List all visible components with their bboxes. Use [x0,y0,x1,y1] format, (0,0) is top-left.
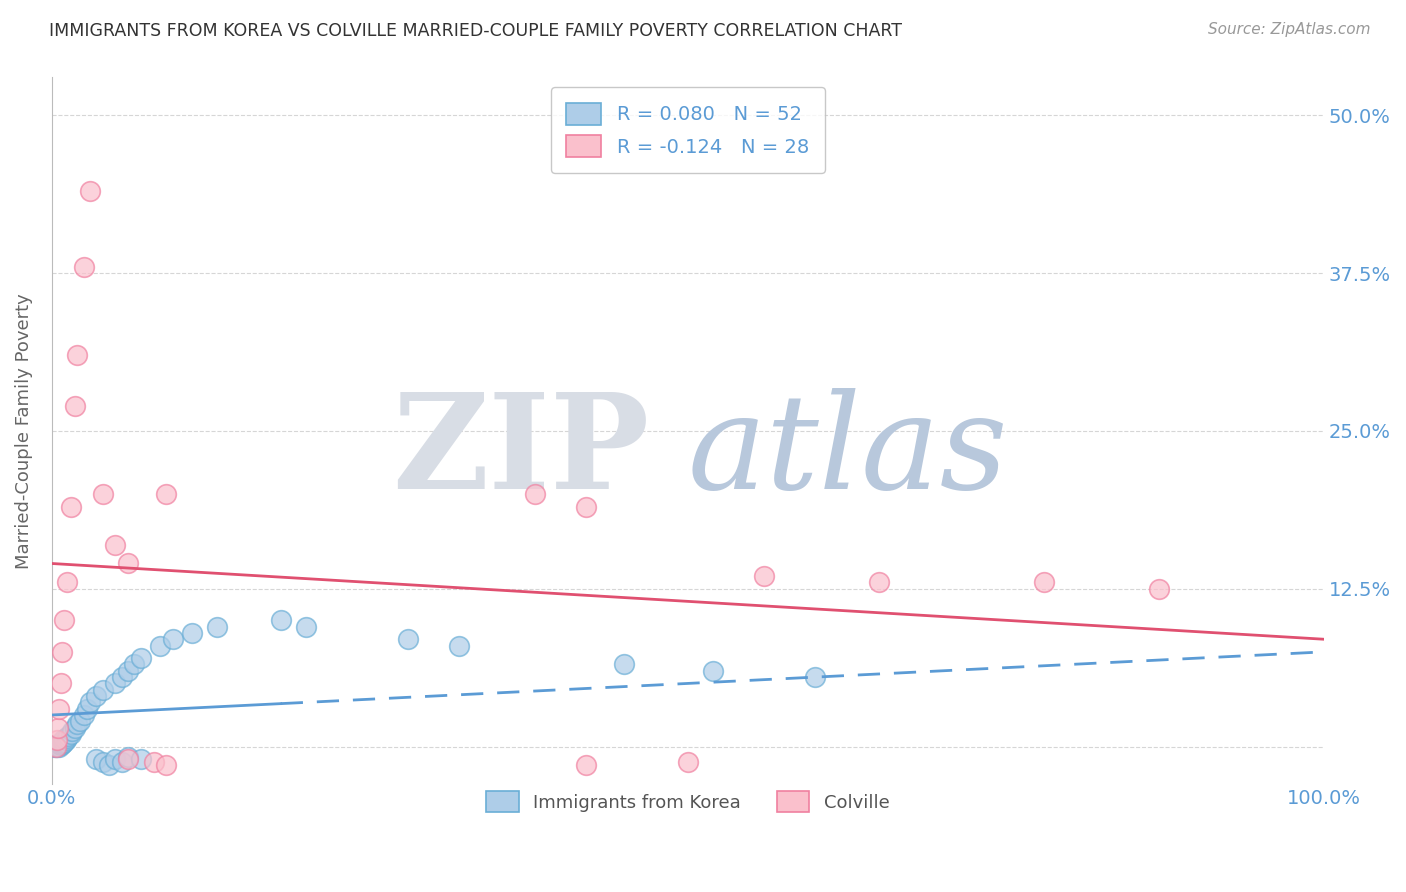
Point [124,657,146,672]
Point [56,575,79,590]
Point [63,399,86,413]
Point [44,739,66,754]
Point [45,739,67,753]
Point [676,755,699,769]
Point [117,749,139,764]
Point [46,739,69,753]
Point [49,676,72,690]
Point [48,739,70,754]
Point [45,739,67,753]
Point [52,736,75,750]
Point [46,737,69,751]
Point [49,736,72,750]
Point [53,731,76,746]
Point [48,737,70,751]
Point [84,752,107,766]
Point [868,575,890,590]
Point [55,733,77,747]
Point [53,734,76,748]
Point [575,758,598,772]
Point [72,260,94,274]
Text: atlas: atlas [688,388,1008,516]
Point [46,721,69,735]
Point [45,739,67,754]
Point [155,758,177,772]
Point [104,752,127,766]
Point [59,500,82,514]
Point [447,639,470,653]
Point [117,752,139,766]
Point [104,676,127,690]
Point [58,730,80,744]
Point [66,348,89,362]
Point [754,569,776,583]
Y-axis label: Married-Couple Family Poverty: Married-Couple Family Poverty [15,293,32,569]
Point [117,557,139,571]
Legend: Immigrants from Korea, Colville: Immigrants from Korea, Colville [474,779,903,825]
Point [129,651,152,665]
Point [49,739,72,753]
Text: IMMIGRANTS FROM KOREA VS COLVILLE MARRIED-COUPLE FAMILY POVERTY CORRELATION CHAR: IMMIGRANTS FROM KOREA VS COLVILLE MARRIE… [49,22,903,40]
Point [396,632,419,647]
Point [72,708,94,723]
Point [48,701,70,715]
Point [524,487,547,501]
Point [1033,575,1056,590]
Point [111,755,134,769]
Point [111,670,134,684]
Point [69,714,91,729]
Point [91,682,114,697]
Point [1147,582,1170,596]
Point [270,613,292,627]
Point [804,670,827,684]
Point [79,184,101,198]
Point [45,733,67,747]
Point [295,619,318,633]
Point [76,701,98,715]
Point [575,500,598,514]
Point [613,657,636,672]
Point [52,733,75,747]
Point [79,695,101,709]
Point [56,731,79,745]
Point [84,689,107,703]
Point [162,632,184,647]
Point [60,724,83,739]
Point [702,664,724,678]
Point [45,739,67,754]
Text: Source: ZipAtlas.com: Source: ZipAtlas.com [1208,22,1371,37]
Point [180,626,202,640]
Point [129,752,152,766]
Point [91,755,114,769]
Point [104,537,127,551]
Point [51,645,73,659]
Point [66,716,89,731]
Point [117,664,139,678]
Point [205,619,228,633]
Point [59,727,82,741]
Point [149,639,172,653]
Point [51,737,73,751]
Text: ZIP: ZIP [392,388,650,516]
Point [91,487,114,501]
Point [53,613,76,627]
Point [155,487,177,501]
Point [142,755,165,769]
Point [63,721,86,735]
Point [51,734,73,748]
Point [45,739,67,754]
Point [98,758,121,772]
